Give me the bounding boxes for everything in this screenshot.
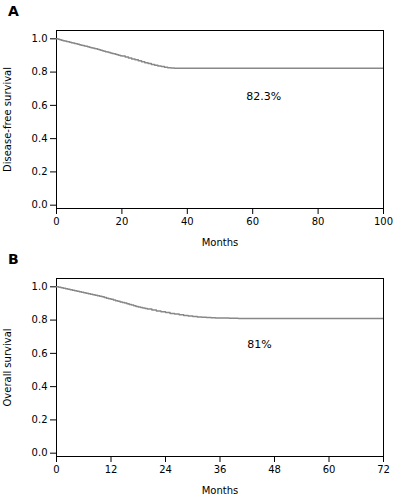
svg-text:60: 60 <box>323 464 336 475</box>
svg-text:1.0: 1.0 <box>32 33 48 44</box>
svg-text:60: 60 <box>246 216 259 227</box>
svg-text:0.8: 0.8 <box>32 66 48 77</box>
svg-text:0.6: 0.6 <box>32 348 48 359</box>
svg-text:0: 0 <box>53 464 59 475</box>
svg-text:0.8: 0.8 <box>32 314 48 325</box>
html-text:A: A <box>8 3 19 19</box>
svg-text:0.4: 0.4 <box>32 133 48 144</box>
svg-text:Months: Months <box>202 485 239 496</box>
svg-text:0.6: 0.6 <box>32 100 48 111</box>
svg-text:Months: Months <box>202 237 239 248</box>
svg-text:Disease-free survival: Disease-free survival <box>2 67 13 172</box>
svg-text:24: 24 <box>159 464 172 475</box>
svg-text:36: 36 <box>214 464 227 475</box>
html-text:B: B <box>8 251 19 267</box>
svg-text:0.4: 0.4 <box>32 381 48 392</box>
svg-text:0.0: 0.0 <box>32 199 48 210</box>
svg-text:80: 80 <box>312 216 325 227</box>
svg-text:20: 20 <box>116 216 129 227</box>
svg-text:0.0: 0.0 <box>32 447 48 458</box>
svg-text:82.3%: 82.3% <box>246 90 281 103</box>
svg-text:0.2: 0.2 <box>32 414 48 425</box>
svg-text:81%: 81% <box>247 338 271 351</box>
svg-text:12: 12 <box>105 464 118 475</box>
svg-text:Overall survival: Overall survival <box>2 328 13 406</box>
svg-text:72: 72 <box>377 464 390 475</box>
svg-text:0.2: 0.2 <box>32 166 48 177</box>
svg-text:0: 0 <box>53 216 59 227</box>
svg-text:100: 100 <box>374 216 393 227</box>
svg-text:1.0: 1.0 <box>32 281 48 292</box>
svg-text:48: 48 <box>268 464 281 475</box>
svg-text:40: 40 <box>181 216 194 227</box>
